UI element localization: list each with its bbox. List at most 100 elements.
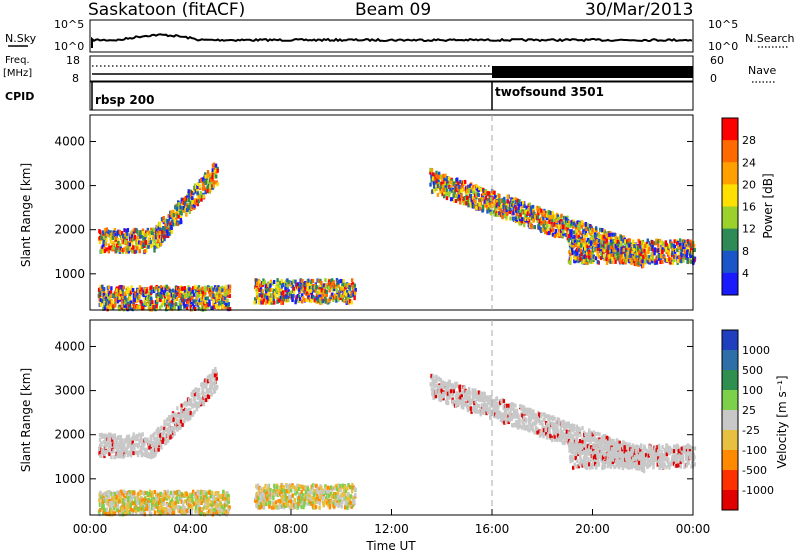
power-cell (228, 290, 230, 294)
velocity-cell (169, 508, 171, 512)
power-cell (215, 164, 217, 168)
power-cell (293, 287, 295, 291)
velocity-cell (228, 497, 230, 501)
velocity-cell (132, 451, 134, 455)
power-cell (171, 230, 173, 234)
power-cell (475, 206, 477, 210)
power-cell (611, 233, 613, 237)
power-cell (280, 301, 282, 305)
power-cell (312, 279, 314, 283)
velocity-cell (163, 419, 165, 423)
power-cell (146, 297, 148, 301)
beam-title: Beam 09 (355, 0, 431, 20)
freq-tick-bottom: 8 (72, 72, 79, 85)
power-cell (112, 236, 114, 240)
velocity-cell (155, 496, 157, 500)
velocity-cell (186, 492, 188, 496)
power-cell (603, 248, 605, 252)
power-cell (253, 301, 255, 305)
power-cell (629, 238, 631, 242)
power-cell (164, 303, 166, 307)
velocity-cell (159, 506, 161, 510)
power-cell (551, 211, 553, 215)
power-cell (354, 291, 356, 295)
power-cell (464, 180, 466, 184)
power-cell (185, 293, 187, 297)
power-cell (150, 240, 152, 244)
velocity-cell (193, 398, 195, 402)
power-cell (282, 290, 284, 294)
velocity-cell (150, 437, 152, 441)
power-cell (597, 260, 599, 264)
power-y-tick-label: 1000 (54, 267, 85, 281)
nsearch-tick-bottom: 10^0 (708, 40, 738, 53)
velocity-cell (204, 512, 206, 516)
power-cell (200, 191, 202, 195)
power-cell (109, 294, 111, 298)
power-cell (129, 242, 131, 246)
power-cell (196, 191, 198, 195)
power-colorbar-tick: 20 (742, 178, 756, 191)
power-cell (340, 279, 342, 283)
power-cell (573, 235, 575, 239)
power-cell (539, 227, 541, 231)
power-cell (326, 290, 328, 294)
power-cell (106, 227, 108, 231)
power-cell (644, 259, 646, 263)
power-cell (273, 301, 275, 305)
power-cell (641, 259, 643, 263)
power-cell (225, 285, 227, 289)
power-y-tick-label: 4000 (54, 134, 85, 148)
power-cell (586, 233, 588, 237)
power-cell (548, 210, 550, 214)
cpid-segment-2: twofsound 3501 (495, 85, 604, 99)
power-cell (115, 249, 117, 253)
power-cell (660, 254, 662, 258)
velocity-cell (139, 436, 141, 440)
velocity-cell (208, 395, 210, 399)
power-cell (332, 281, 334, 285)
power-cell (174, 306, 176, 310)
power-cell (651, 241, 653, 245)
velocity-cell (213, 385, 215, 389)
power-colorbar-swatch (722, 162, 738, 185)
power-cell (694, 248, 696, 252)
power-cell (103, 287, 105, 291)
power-cell (677, 259, 679, 263)
cpid-label: CPID (5, 90, 34, 103)
velocity-cell (187, 418, 189, 422)
power-cell (548, 215, 550, 219)
velocity-cell (203, 392, 205, 396)
power-cell (146, 289, 148, 293)
velocity-cell (211, 491, 213, 495)
velocity-cell (98, 447, 100, 451)
power-cell (639, 241, 641, 245)
power-cell (597, 251, 599, 255)
power-cell (151, 300, 153, 304)
power-cell (349, 287, 351, 291)
power-cell (336, 289, 338, 293)
nsearch-label: N.Search (745, 32, 795, 45)
power-colorbar-swatch (722, 207, 738, 230)
power-cell (144, 249, 146, 253)
power-cell (499, 208, 501, 212)
power-cell (351, 301, 353, 305)
power-cell (188, 189, 190, 193)
power-cell (459, 201, 461, 205)
power-cell (216, 169, 218, 173)
power-cell (100, 236, 102, 240)
power-colorbar-swatch (722, 118, 738, 141)
power-cell (498, 194, 500, 198)
velocity-cell (198, 388, 200, 392)
velocity-cell (181, 423, 183, 427)
power-cell (590, 240, 592, 244)
velocity-cell (153, 506, 155, 510)
power-cell (603, 254, 605, 258)
velocity-cell (153, 432, 155, 436)
power-cell (294, 300, 296, 304)
velocity-cell (98, 498, 100, 502)
power-cell (100, 249, 102, 253)
nave-tick-top: 60 (710, 54, 724, 67)
power-cell (162, 216, 164, 220)
power-cell (139, 249, 141, 253)
